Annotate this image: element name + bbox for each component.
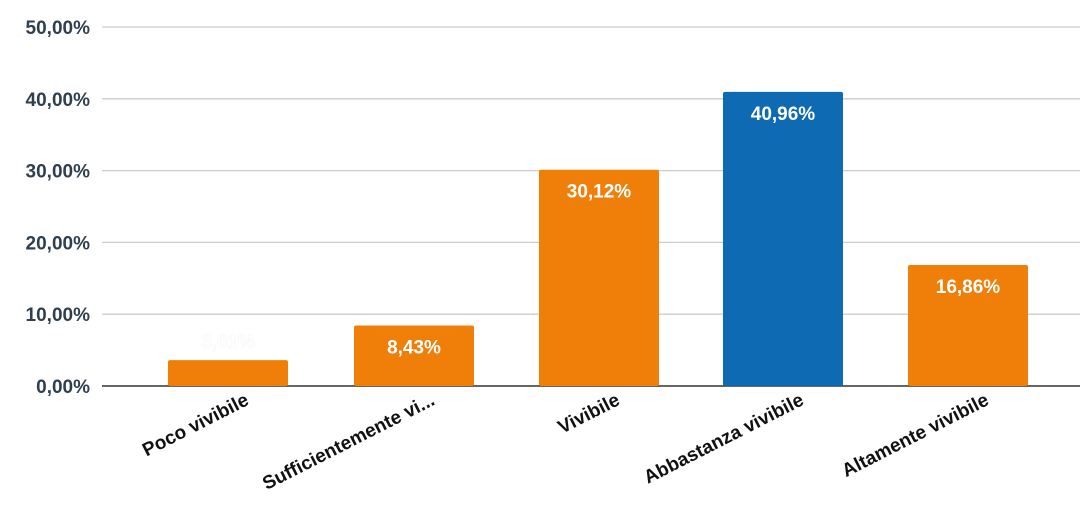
category-label: Vivibile xyxy=(555,390,624,439)
y-axis-ticks: 0,00% 10,00% 20,00% 30,00% 40,00% 50,00% xyxy=(26,18,91,398)
bar xyxy=(354,325,474,386)
data-label: 30,12% xyxy=(567,182,632,203)
data-labels: 3,61% 8,43% 30,12% 40,96% 16,86% xyxy=(201,104,1001,359)
x-axis-categories: Poco vivibile Sufficientemente vi... Vivib… xyxy=(139,390,992,495)
bar xyxy=(723,91,843,387)
bar xyxy=(908,264,1028,386)
y-tick-label: 0,00% xyxy=(36,377,90,398)
category-label: Altamente vivibile xyxy=(839,390,992,482)
category-label: Poco vivibile xyxy=(139,390,252,461)
data-label: 40,96% xyxy=(751,104,816,125)
y-tick-label: 50,00% xyxy=(26,18,91,39)
y-tick-label: 10,00% xyxy=(26,305,91,326)
y-tick-label: 40,00% xyxy=(26,90,91,111)
bar xyxy=(168,360,288,386)
data-label: 3,61% xyxy=(201,332,255,353)
y-tick-label: 30,00% xyxy=(26,162,91,183)
category-label: Sufficientemente vi... xyxy=(259,390,438,495)
y-tick-label: 20,00% xyxy=(26,233,91,254)
bar xyxy=(539,169,659,386)
data-label: 8,43% xyxy=(387,337,441,358)
category-label: Abbastanza vivibile xyxy=(641,390,808,489)
data-label: 16,86% xyxy=(936,277,1001,298)
bars xyxy=(168,91,1028,387)
